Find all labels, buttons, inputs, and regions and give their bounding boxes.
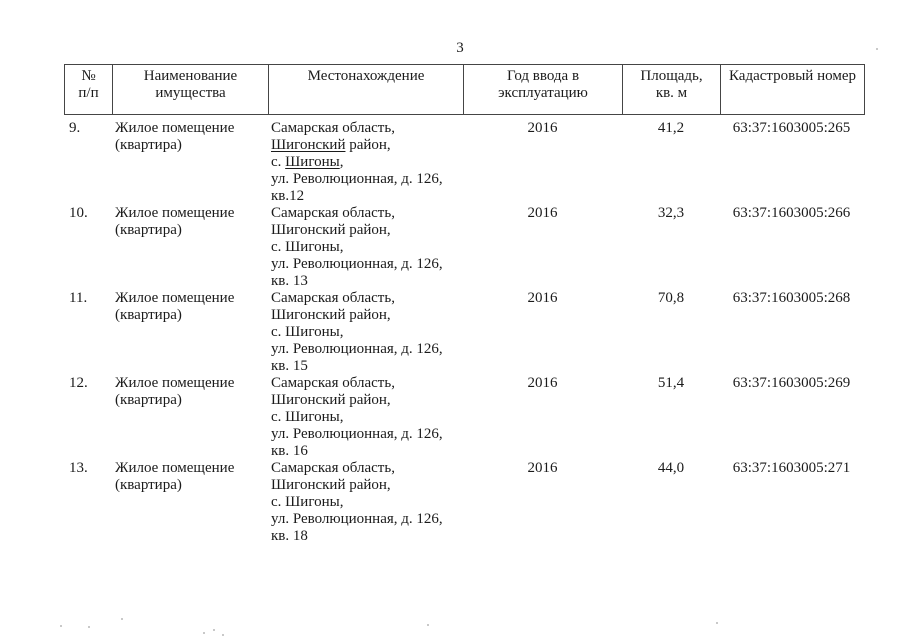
location-line: с. Шигоны,	[271, 154, 344, 170]
location-line: кв.12	[271, 188, 305, 204]
header-col-num-line: п/п	[78, 85, 99, 101]
location-cell: Самарская область, Шигонский район, с. Шиг…	[268, 460, 463, 545]
table-header-row: № п/п Наименование имущества Местонахождение…	[64, 64, 865, 115]
location-line: ул. Революционная, д. 126,	[271, 426, 443, 442]
property-name-cell: Жилое помещение (квартира)	[112, 290, 268, 324]
header-col-year-line: эксплуатацию	[498, 85, 588, 101]
commissioning-year-cell: 2016	[527, 460, 558, 476]
location-line: Самарская область,	[271, 375, 395, 391]
header-col-location-line: Местонахождение	[307, 68, 425, 84]
cadastral-number-cell: 63:37:1603005:268	[732, 290, 851, 306]
table-body: 9. Жилое помещение (квартира) Самарская обл…	[64, 120, 863, 545]
location-line: ул. Революционная, д. 126,	[271, 171, 443, 187]
location-line: ул. Революционная, д. 126,	[271, 256, 443, 272]
cadastral-number-cell: 63:37:1603005:269	[732, 375, 851, 391]
property-name-line: Жилое помещение	[115, 205, 235, 221]
location-line: Шигонский район,	[271, 392, 391, 408]
scan-speck	[60, 625, 62, 627]
cadastral-number-cell: 63:37:1603005:265	[732, 120, 851, 136]
property-name-line: Жилое помещение	[115, 290, 235, 306]
header-col-cadastral-line: Кадастровый номер	[729, 68, 856, 84]
row-number-cell: 11.	[69, 290, 88, 306]
page-number: 3	[456, 40, 464, 56]
header-col-name-line: Наименование	[143, 68, 238, 84]
location-cell: Самарская область, Шигонский район, с. Шиг…	[268, 120, 463, 205]
table-row: 11. Жилое помещение (квартира) Самарская об…	[64, 290, 863, 375]
header-col-cadastral: Кадастровый номер	[721, 65, 864, 114]
header-col-name: Наименование имущества	[113, 65, 269, 114]
header-col-num-line: №	[81, 68, 96, 84]
cadastral-number-cell: 63:37:1603005:266	[732, 205, 851, 221]
property-name-line: Жилое помещение	[115, 375, 235, 391]
location-cell: Самарская область, Шигонский район, с. Шиг…	[268, 290, 463, 375]
location-line: ул. Революционная, д. 126,	[271, 341, 443, 357]
area-cell: 32,3	[657, 205, 685, 221]
table-row: 12. Жилое помещение (квартира) Самарская об…	[64, 375, 863, 460]
location-line: Шигонский район,	[271, 477, 391, 493]
cadastral-number-cell: 63:37:1603005:271	[732, 460, 851, 476]
area-cell: 70,8	[657, 290, 685, 306]
location-line: с. Шигоны,	[271, 324, 344, 340]
header-col-location: Местонахождение	[269, 65, 464, 114]
header-col-name-line: имущества	[155, 85, 226, 101]
row-number-cell: 12.	[69, 375, 88, 391]
commissioning-year-cell: 2016	[527, 120, 558, 136]
header-col-year-line: Год ввода в	[506, 68, 580, 84]
scan-speck	[203, 632, 205, 634]
property-name-cell: Жилое помещение (квартира)	[112, 460, 268, 494]
area-cell: 44,0	[657, 460, 685, 476]
header-col-year: Год ввода в эксплуатацию	[464, 65, 623, 114]
table-row: 10. Жилое помещение (квартира) Самарская об…	[64, 205, 863, 290]
location-line: с. Шигоны,	[271, 494, 344, 510]
commissioning-year-cell: 2016	[527, 290, 558, 306]
property-name-line: (квартира)	[115, 222, 182, 238]
row-number-cell: 10.	[69, 205, 88, 221]
scan-speck	[427, 624, 429, 626]
property-name-line: (квартира)	[115, 307, 182, 323]
property-name-cell: Жилое помещение (квартира)	[112, 375, 268, 409]
location-line: Самарская область,	[271, 290, 395, 306]
location-line: с. Шигоны,	[271, 239, 344, 255]
header-col-area-line: Площадь,	[640, 68, 703, 84]
location-cell: Самарская область, Шигонский район, с. Шиг…	[268, 205, 463, 290]
commissioning-year-cell: 2016	[527, 205, 558, 221]
row-number-cell: 9.	[69, 120, 81, 136]
header-col-area: Площадь, кв. м	[623, 65, 721, 114]
scan-speck	[876, 48, 878, 50]
location-line: ул. Революционная, д. 126,	[271, 511, 443, 527]
location-line: Шигонский район,	[271, 222, 391, 238]
property-name-line: (квартира)	[115, 477, 182, 493]
table-row: 13. Жилое помещение (квартира) Самарская об…	[64, 460, 863, 545]
location-line: Самарская область,	[271, 205, 395, 221]
header-col-area-line: кв. м	[655, 85, 688, 101]
table-row: 9. Жилое помещение (квартира) Самарская обл…	[64, 120, 863, 205]
location-line: Шигонский район,	[271, 307, 391, 323]
location-line: кв. 16	[271, 443, 308, 459]
location-line: Самарская область,	[271, 120, 395, 136]
scan-speck	[213, 629, 215, 631]
scan-speck	[222, 634, 224, 636]
scan-speck	[716, 622, 718, 624]
location-line: кв. 13	[271, 273, 308, 289]
location-line: с. Шигоны,	[271, 409, 344, 425]
row-number-cell: 13.	[69, 460, 88, 476]
area-cell: 51,4	[657, 375, 685, 391]
area-cell: 41,2	[657, 120, 685, 136]
property-name-line: Жилое помещение	[115, 120, 235, 136]
property-name-line: (квартира)	[115, 392, 182, 408]
commissioning-year-cell: 2016	[527, 375, 558, 391]
location-cell: Самарская область, Шигонский район, с. Шиг…	[268, 375, 463, 460]
location-line: Шигонский район,	[271, 137, 391, 153]
location-line: Самарская область,	[271, 460, 395, 476]
scan-speck	[121, 618, 123, 620]
property-name-cell: Жилое помещение (квартира)	[112, 120, 268, 154]
property-name-line: Жилое помещение	[115, 460, 235, 476]
scan-speck	[88, 626, 90, 628]
location-line: кв. 15	[271, 358, 308, 374]
header-col-num: № п/п	[65, 65, 113, 114]
property-name-line: (квартира)	[115, 137, 182, 153]
location-line: кв. 18	[271, 528, 308, 544]
property-name-cell: Жилое помещение (квартира)	[112, 205, 268, 239]
